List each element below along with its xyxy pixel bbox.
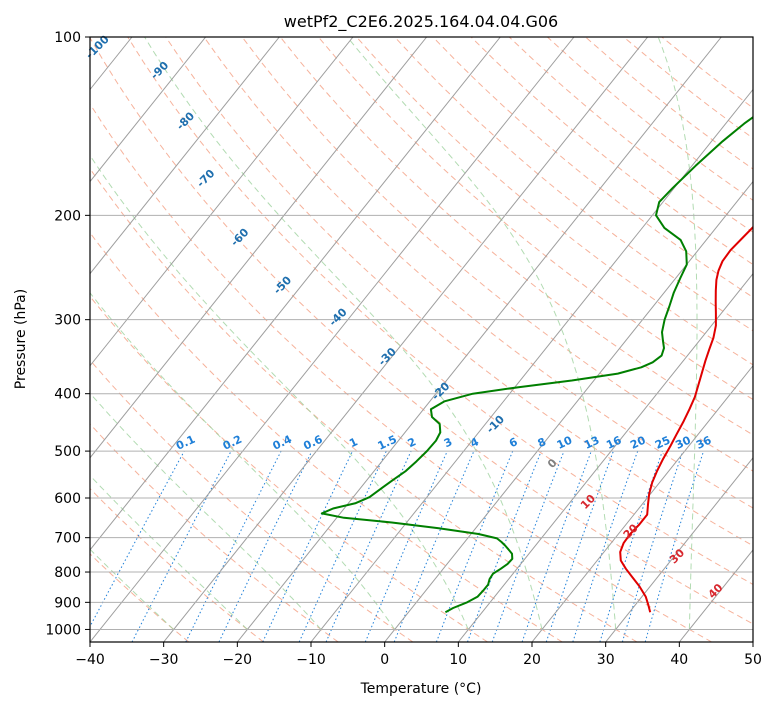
y-tick-label: 700 (54, 531, 81, 547)
y-tick-label: 500 (54, 444, 81, 460)
x-tick-label: −20 (223, 652, 253, 668)
plot-frame (89, 36, 754, 643)
moist-adiabat-line (90, 154, 469, 630)
mixing-ratio-line (467, 450, 542, 642)
mixing-ratio-label: 10 (555, 433, 575, 451)
moist-adiabat-line (90, 548, 175, 630)
isotherm-line (90, 37, 207, 183)
isotherm-line (163, 37, 649, 642)
dry-adiabat-line (203, 37, 753, 509)
dry-adiabat-line (356, 37, 753, 366)
mixing-ratio-line (572, 450, 639, 642)
isotherm-line (90, 37, 280, 275)
mixing-ratio-label: 30 (673, 433, 693, 451)
mixing-ratio-label: 36 (694, 433, 714, 451)
y-tick-label: 300 (54, 313, 81, 329)
isotherm-line (457, 272, 753, 642)
mixing-ratio-line (599, 450, 663, 642)
dry-adiabat-line (90, 295, 488, 642)
dry-adiabat-line (90, 423, 339, 642)
y-tick-label: 600 (54, 491, 81, 507)
mixing-ratio-line (364, 450, 448, 642)
isotherm-line (0, 37, 58, 642)
moist-adiabat-line (144, 37, 543, 630)
mixing-ratio-line (325, 450, 412, 642)
mixing-ratio-label: 20 (628, 433, 648, 451)
isotherm-line (236, 37, 722, 642)
x-tick-label: 40 (670, 652, 688, 668)
isotherm-line (90, 37, 428, 459)
isotherm-line (90, 37, 501, 551)
axes: −40 −30 −20 −10 0 10 20 30 40 50 100 200 300 400 500 60… (45, 30, 762, 668)
x-tick-label: −30 (149, 652, 179, 668)
isotherm-line (752, 641, 753, 642)
x-axis-label: Temperature (°C) (360, 681, 482, 697)
isotherm-line (90, 37, 575, 642)
moist-adiabat-line (657, 37, 698, 630)
y-tick-label: 900 (54, 595, 81, 611)
y-tick-label: 1000 (45, 622, 81, 638)
mixing-ratio-line (90, 450, 185, 628)
isotherm-line (384, 180, 753, 642)
y-tick-label: 200 (54, 208, 81, 224)
dry-adiabat-line (90, 553, 190, 642)
dry-adiabat-line (90, 167, 638, 642)
mixing-ratio-line (545, 450, 614, 642)
dry-adiabat-line (90, 103, 712, 642)
x-tick-label: 10 (449, 652, 467, 668)
x-tick-label: −40 (75, 652, 105, 668)
dry-adiabat-line (318, 37, 753, 401)
moist-adiabat-line (90, 292, 396, 630)
plot-background (90, 37, 753, 642)
profile-series (320, 115, 753, 614)
mixing-ratio-label: 16 (604, 433, 624, 451)
temperature-line (619, 225, 753, 613)
dry-adiabat-line (90, 231, 563, 642)
dewpoint-line (320, 115, 753, 614)
dry-adiabat-line (165, 37, 753, 547)
x-tick-label: 0 (380, 652, 389, 668)
mixing-ratio-line (621, 450, 684, 642)
mixing-ratio-line (435, 450, 514, 642)
x-tick-label: 20 (523, 652, 541, 668)
mixing-ratio-line (185, 450, 282, 642)
mixing-ratio-line (521, 450, 592, 642)
moist-adiabat-line (346, 37, 617, 630)
mixing-ratio-line (491, 450, 565, 642)
isotherm-line (90, 37, 354, 367)
isotherm-line (531, 364, 753, 642)
isotherm-line (605, 457, 753, 642)
y-tick-label: 800 (54, 565, 81, 581)
mixing-ratio-label: 25 (653, 434, 672, 452)
y-tick-label: 100 (54, 30, 81, 46)
isotherm-line (310, 88, 753, 642)
x-tick-label: −10 (296, 652, 326, 668)
mixing-ratio-label: 13 (582, 434, 601, 452)
y-tick-label: 400 (54, 387, 81, 403)
dry-adiabat-line (90, 37, 753, 625)
dry-adiabat-line (127, 37, 753, 586)
x-tick-label: 50 (744, 652, 762, 668)
y-axis-label: Pressure (hPa) (13, 289, 29, 389)
chart-title: wetPf2_C2E6.2025.164.04.04.G06 (284, 12, 558, 32)
x-tick-label: 30 (597, 652, 615, 668)
